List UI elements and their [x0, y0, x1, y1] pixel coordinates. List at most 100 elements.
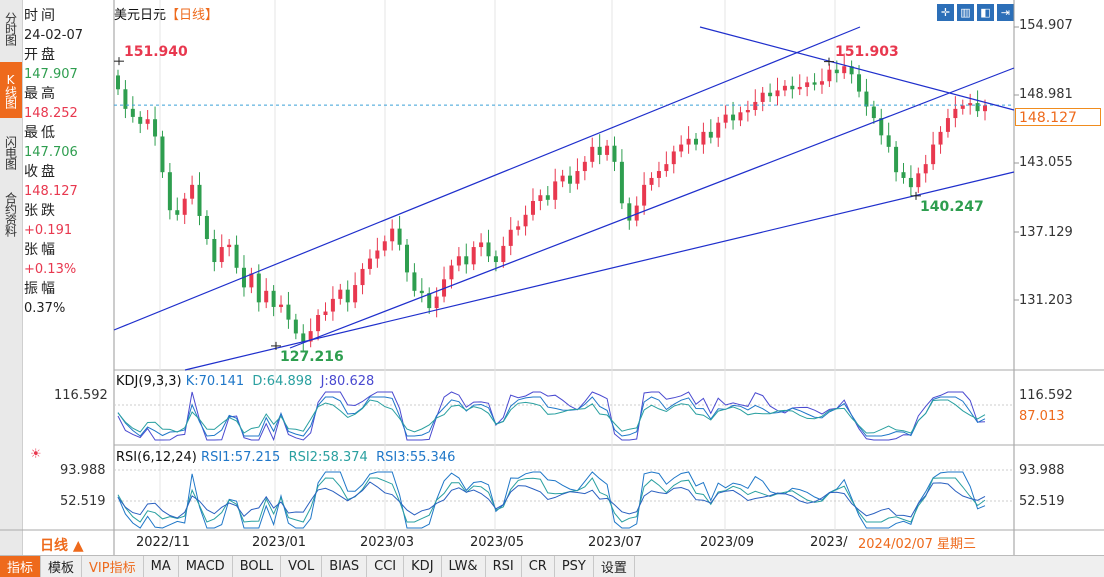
bottom-tab-0[interactable]: 指标	[0, 556, 42, 577]
annotation-low-right: 140.247	[920, 199, 984, 215]
x-axis-label: 2023/	[810, 535, 848, 550]
candle-body	[842, 66, 847, 74]
candle-body	[286, 304, 291, 320]
indicator-settings-icon[interactable]: ☀	[30, 447, 42, 462]
candle-body	[138, 116, 143, 124]
cursor-date-tag: 2024/02/07 星期三	[856, 533, 979, 552]
bottom-tab-3[interactable]: MA	[144, 556, 179, 577]
candle-body	[931, 144, 936, 165]
price-axis-label: 131.203	[1019, 293, 1073, 308]
candle-body	[871, 106, 876, 119]
candle-body	[434, 296, 439, 309]
price-axis-label: 143.055	[1019, 155, 1073, 170]
candle-body	[605, 145, 610, 155]
side-tab-strip: 分时图 K线图闪电图合约资料	[0, 0, 23, 555]
candle-body	[834, 69, 839, 74]
candle-body	[456, 256, 461, 266]
annotation-high-left: 151.940	[124, 44, 188, 60]
info-label: 张跌	[24, 203, 58, 219]
candle-body	[123, 89, 128, 109]
side-tab-1[interactable]: K线图	[0, 62, 22, 118]
candle-body	[708, 131, 713, 138]
candle-body	[375, 250, 380, 259]
candle-body	[338, 289, 343, 299]
info-value: 148.252	[24, 106, 78, 121]
candle-body	[686, 138, 691, 145]
candle-body	[953, 108, 958, 119]
info-value: 147.706	[24, 145, 78, 160]
bottom-tab-6[interactable]: VOL	[281, 556, 323, 577]
bottom-tab-2[interactable]: VIP指标	[82, 556, 144, 577]
candle-body	[153, 119, 158, 137]
candle-body	[627, 203, 632, 221]
rsi2-line	[117, 477, 986, 523]
x-axis-label: 2022/11	[136, 535, 191, 550]
bottom-tab-7[interactable]: BIAS	[322, 556, 368, 577]
rsi-axis-right-top: 93.988	[1019, 463, 1065, 478]
indicator-tab-bar: 指标 模板 VIP指标 MA MACD BOLL VOL BIAS CCI KDJ LW& RSI CR…	[0, 555, 1104, 577]
side-tab-3[interactable]: 合约资料	[3, 192, 18, 236]
candle-body	[945, 118, 950, 132]
candle-body	[938, 131, 943, 145]
candle-body	[827, 69, 832, 82]
candle-body	[204, 215, 209, 239]
candle-body	[790, 85, 795, 90]
info-label: 收盘	[24, 164, 58, 180]
rsi-axis-right-mid: 52.519	[1019, 494, 1065, 509]
info-value: +0.13%	[24, 262, 77, 277]
candle-body	[775, 90, 780, 97]
x-axis-label: 2023/09	[700, 535, 755, 550]
candle-body	[553, 181, 558, 200]
candle-body	[530, 200, 535, 215]
bottom-tab-1[interactable]: 模板	[41, 556, 83, 577]
candle-style-icon[interactable]: ▥	[957, 4, 974, 21]
candle-body	[182, 198, 187, 215]
side-tab-2[interactable]: 闪电图	[3, 135, 18, 169]
bottom-tab-14[interactable]: 设置	[594, 556, 635, 577]
candle-body	[167, 172, 172, 211]
price-chart[interactable]	[0, 0, 1104, 555]
annotation-low-left: 127.216	[280, 349, 344, 365]
candle-body	[479, 242, 484, 248]
info-label: 振幅	[24, 281, 58, 297]
candle-body	[160, 136, 165, 173]
period-selector-button[interactable]: 日线 ▲	[40, 538, 84, 554]
candle-body	[516, 226, 521, 230]
candle-body	[471, 247, 476, 265]
candle-body	[908, 177, 913, 188]
x-axis-label: 2023/05	[470, 535, 525, 550]
chart-mode-icon[interactable]: ◧	[977, 4, 994, 21]
trendline	[184, 171, 1015, 371]
info-value: 148.127	[24, 184, 78, 199]
candle-body	[886, 135, 891, 147]
kdj-axis-top: 116.592	[54, 388, 108, 403]
bottom-tab-8[interactable]: CCI	[367, 556, 405, 577]
bottom-tab-11[interactable]: RSI	[486, 556, 522, 577]
kdj-d-line	[117, 399, 986, 434]
candle-body	[330, 298, 335, 312]
candle-body	[753, 101, 758, 111]
candle-body	[694, 138, 698, 145]
side-tab-0[interactable]: 分时图	[3, 11, 18, 45]
kdj-k: K:70.141	[185, 374, 245, 389]
candle-body	[234, 244, 239, 268]
fullscreen-icon[interactable]: ⇥	[997, 4, 1014, 21]
candle-body	[308, 331, 313, 342]
bottom-tab-10[interactable]: LW&	[442, 556, 486, 577]
candle-body	[360, 268, 365, 286]
bottom-tab-9[interactable]: KDJ	[404, 556, 442, 577]
crosshair-icon[interactable]: ✛	[937, 4, 954, 21]
candle-body	[894, 146, 899, 173]
candle-body	[923, 164, 928, 174]
candle-body	[316, 315, 321, 332]
kdj-axis-right-top: 116.592	[1019, 388, 1073, 403]
candle-body	[901, 172, 906, 178]
bottom-tab-13[interactable]: PSY	[555, 556, 594, 577]
bottom-tab-12[interactable]: CR	[522, 556, 555, 577]
candle-body	[738, 112, 743, 121]
candle-body	[849, 66, 854, 75]
bottom-tab-5[interactable]: BOLL	[233, 556, 282, 577]
bottom-tab-4[interactable]: MACD	[179, 556, 233, 577]
info-label: 开盘	[24, 47, 58, 63]
rsi1-line	[117, 471, 986, 529]
